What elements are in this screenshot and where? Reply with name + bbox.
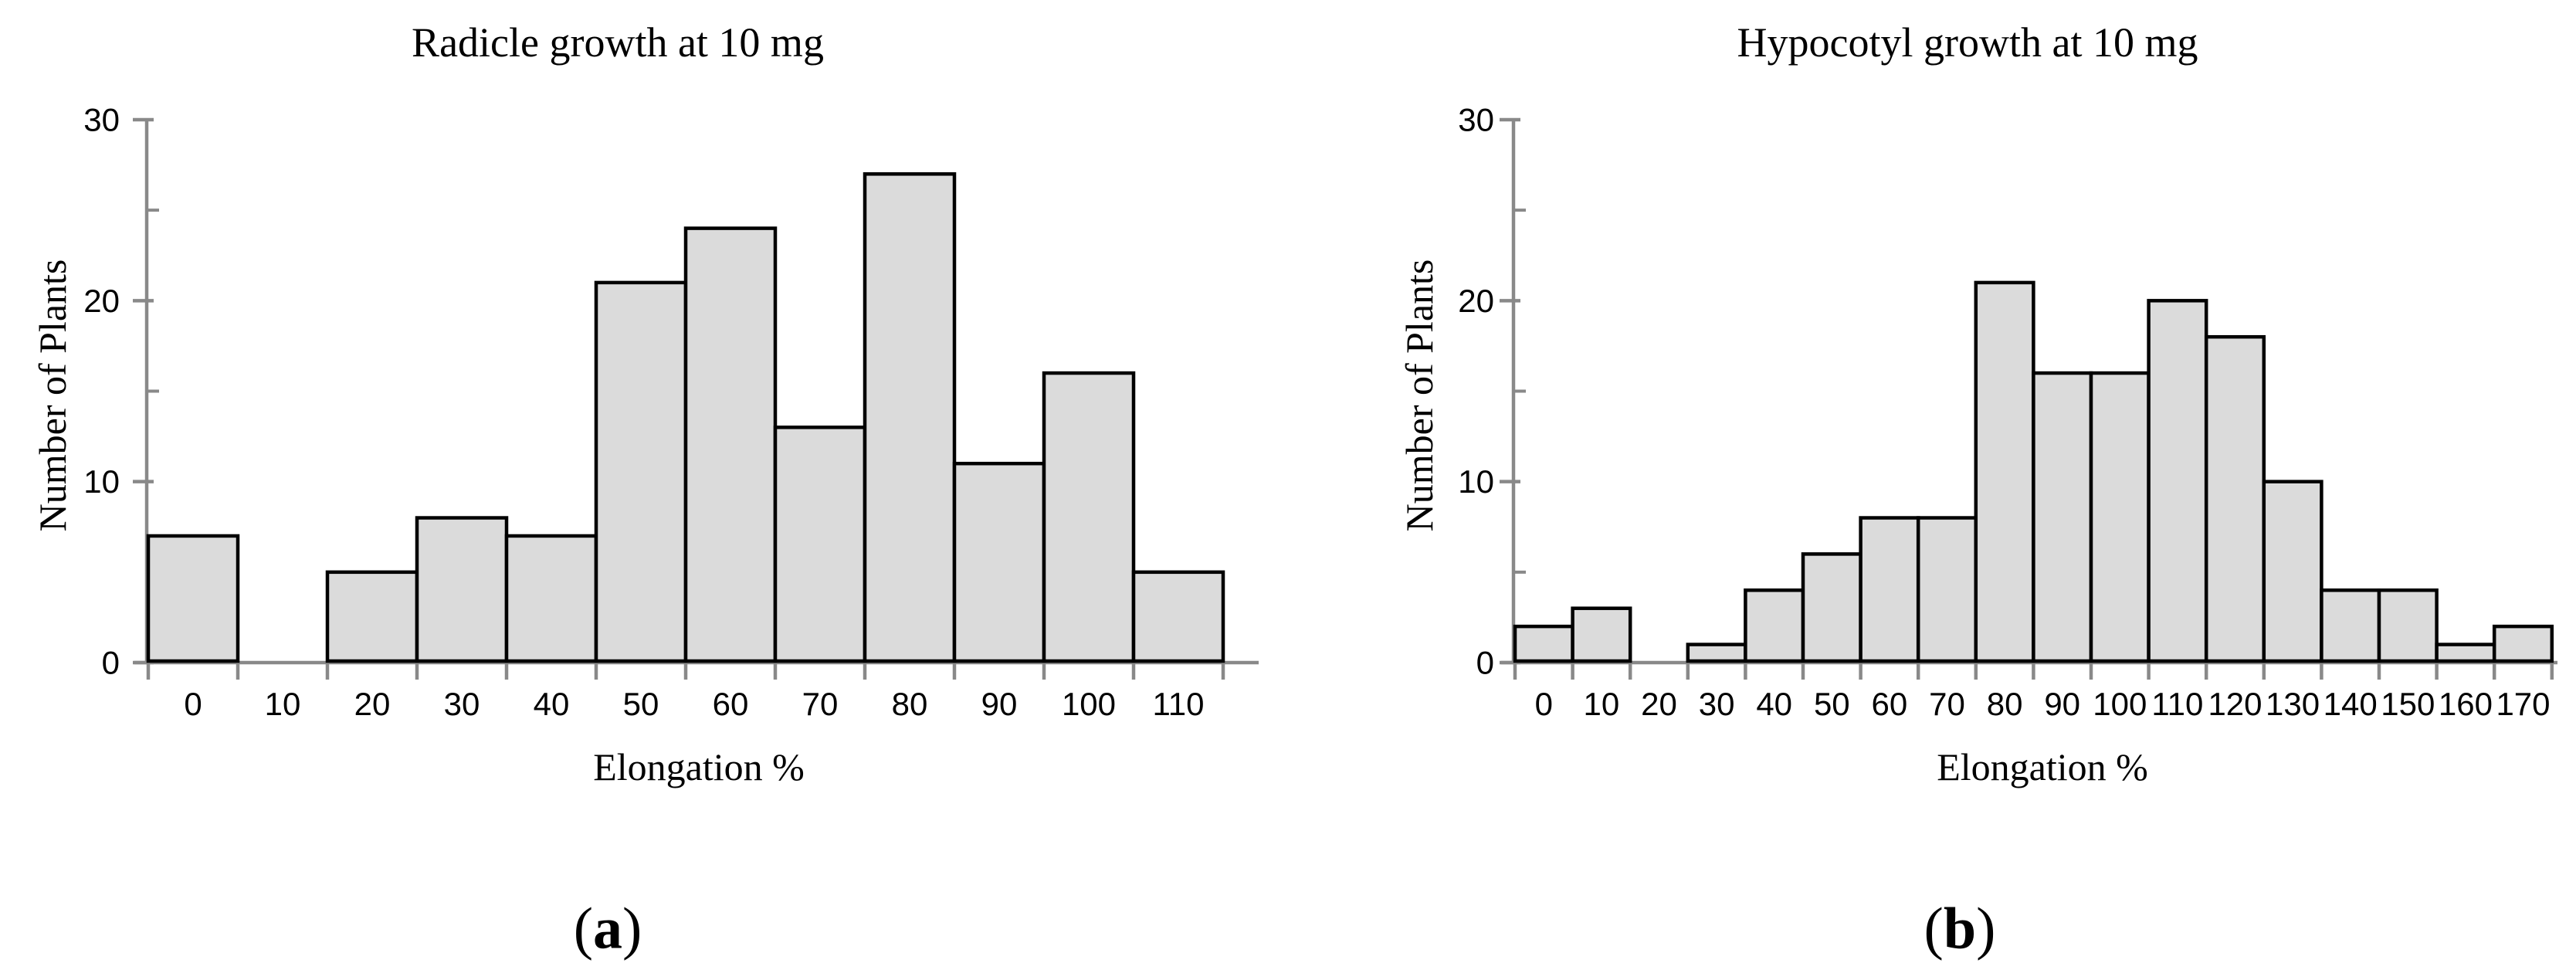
x-tick-label: 0	[184, 686, 202, 722]
x-tick-label: 70	[802, 686, 839, 722]
histogram-bar	[2377, 588, 2439, 663]
histogram-bar	[2320, 588, 2381, 663]
y-tick-label: 0	[102, 645, 120, 681]
y-tick-label: 30	[1458, 102, 1494, 138]
x-tick-label: 100	[1062, 686, 1116, 722]
x-tick-label: 30	[444, 686, 480, 722]
caption-close-paren: )	[622, 896, 642, 961]
panel-a-plot: 0 10 20 30 0 10 20 30 40 50 60 70 80 90 100 110	[83, 102, 1259, 722]
histogram-bar	[773, 426, 867, 663]
x-tick-label: 120	[2208, 686, 2262, 722]
histogram-bar	[1801, 552, 1863, 663]
panel-b-plot: 0 10 20 30 0 10 20 30 40 50 60 70 80 90 100 110 120 130 14…	[1458, 102, 2557, 722]
panel-a-caption: (a)	[574, 896, 642, 963]
histogram-bar	[1859, 516, 1920, 663]
x-tick-label: 80	[892, 686, 928, 722]
x-tick-label: 0	[1535, 686, 1553, 722]
x-tick-label: 140	[2323, 686, 2378, 722]
y-tick-label: 30	[83, 102, 120, 138]
histogram-bar	[2435, 643, 2496, 663]
histogram-bar	[2089, 371, 2151, 663]
x-tick-label: 110	[2151, 686, 2203, 722]
panel-b-y-axis-title: Number of Plants	[1398, 259, 1441, 532]
y-tick-label: 10	[83, 463, 120, 500]
y-tick-label: 0	[1476, 645, 1494, 681]
histogram-bar	[683, 226, 778, 663]
histogram-bar	[1042, 371, 1136, 663]
panel-b-x-axis-title: Elongation %	[1937, 745, 2148, 788]
x-tick-label: 100	[2093, 686, 2147, 722]
x-tick-label: 10	[1584, 686, 1620, 722]
x-tick-label: 40	[534, 686, 570, 722]
histogram-bar	[325, 570, 419, 663]
histogram-bar	[1916, 516, 1978, 663]
y-tick-label: 20	[83, 283, 120, 319]
caption-letter: a	[593, 896, 622, 961]
histogram-bar	[2204, 334, 2266, 663]
caption-letter: b	[1943, 896, 1977, 961]
histogram-bar	[415, 516, 509, 663]
x-tick-label: 70	[1929, 686, 1965, 722]
histogram-bar	[2032, 371, 2093, 663]
caption-open-paren: (	[1924, 896, 1944, 961]
histogram-bar	[1131, 570, 1225, 663]
x-tick-label: 160	[2439, 686, 2493, 722]
histogram-bar	[146, 534, 240, 663]
x-tick-label: 60	[1872, 686, 1908, 722]
histogram-bar	[1513, 624, 1574, 663]
x-tick-label: 60	[713, 686, 749, 722]
caption-open-paren: (	[573, 896, 593, 961]
histogram-bar	[2147, 299, 2208, 663]
histogram-bar	[1974, 280, 2035, 663]
panel-a-title: Radicle growth at 10 mg	[412, 19, 824, 66]
histogram-bar	[1744, 588, 1805, 663]
x-tick-label: 30	[1699, 686, 1735, 722]
panel-b-caption: (b)	[1924, 896, 1996, 963]
panel-a-y-axis-title: Number of Plants	[31, 259, 74, 532]
y-tick-label: 20	[1458, 283, 1494, 319]
x-tick-label: 20	[1641, 686, 1677, 722]
histogram-bar	[504, 534, 598, 663]
histogram-bar	[1571, 606, 1632, 663]
x-tick-label: 40	[1756, 686, 1792, 722]
panel-a-x-axis-title: Elongation %	[593, 745, 805, 788]
x-tick-label: 90	[2044, 686, 2080, 722]
x-tick-label: 20	[354, 686, 391, 722]
x-tick-label: 110	[1153, 686, 1205, 722]
panel-b-title: Hypocotyl growth at 10 mg	[1737, 19, 2198, 66]
histogram-bar	[2492, 624, 2554, 663]
x-tick-label: 50	[1814, 686, 1850, 722]
histogram-bar	[952, 461, 1046, 663]
x-tick-label: 130	[2266, 686, 2320, 722]
y-tick-label: 10	[1458, 463, 1494, 500]
x-tick-label: 50	[623, 686, 659, 722]
histogram-bar	[594, 280, 688, 663]
x-tick-label: 10	[265, 686, 301, 722]
histogram-bar	[2262, 480, 2323, 663]
x-tick-label: 150	[2381, 686, 2435, 722]
histogram-bar	[863, 172, 957, 663]
caption-close-paren: )	[1976, 896, 1996, 961]
x-tick-label: 170	[2496, 686, 2550, 722]
x-tick-label: 80	[1987, 686, 2023, 722]
histogram-bar	[1686, 643, 1747, 663]
x-tick-label: 90	[981, 686, 1018, 722]
